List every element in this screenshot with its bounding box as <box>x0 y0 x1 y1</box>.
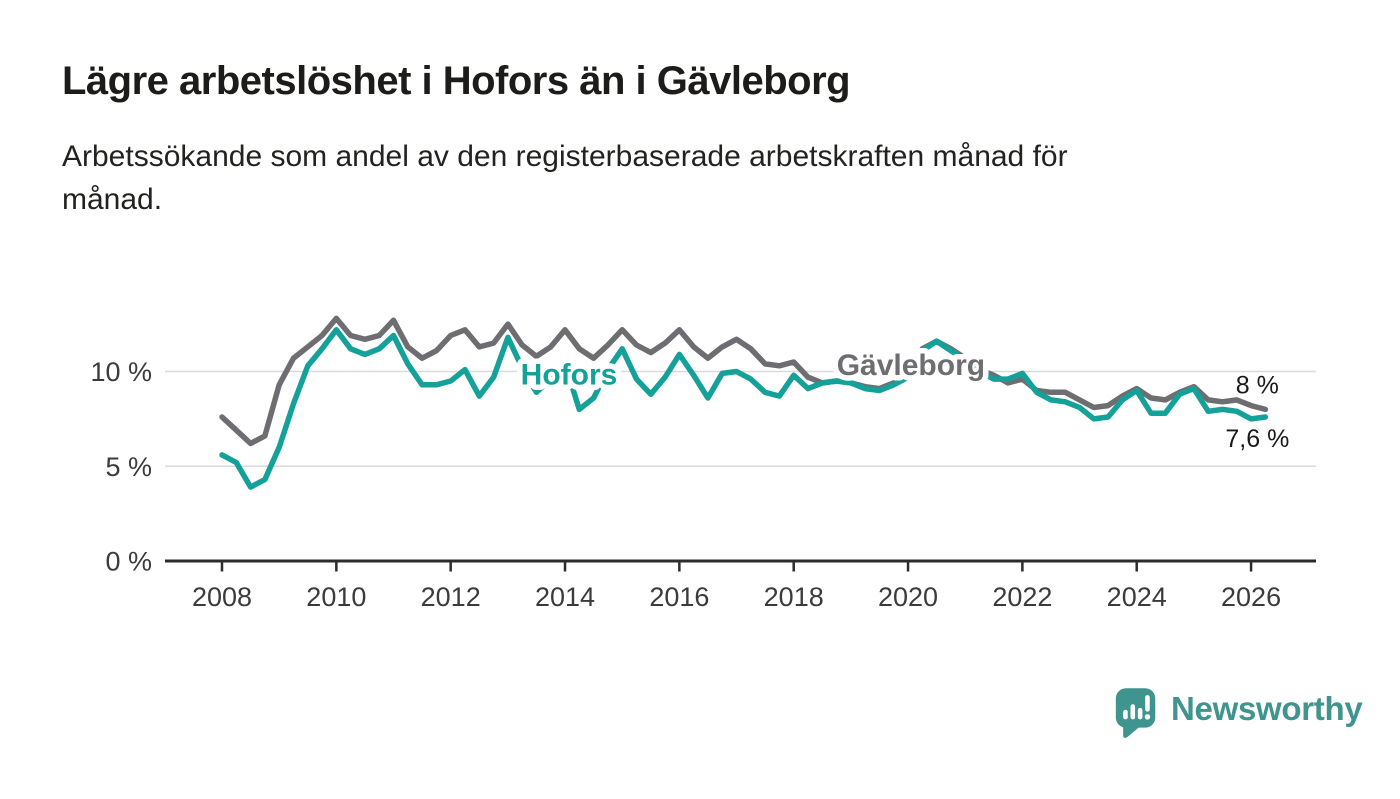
y-tick-label: 0 % <box>105 547 152 577</box>
x-tick-label: 2024 <box>1107 582 1167 612</box>
newsworthy-logo: Newsworthy <box>1114 686 1363 740</box>
brand-name: Newsworthy <box>1171 690 1363 727</box>
page-title: Lägre arbetslöshet i Hofors än i Gävlebo… <box>62 59 851 103</box>
x-tick-label: 2018 <box>764 582 824 612</box>
series-line-gävleborg <box>219 315 1269 447</box>
x-tick-label: 2020 <box>878 582 938 612</box>
series-label-gävleborg: Gävleborg <box>837 349 985 382</box>
bar-chart-glyph <box>1123 695 1151 720</box>
chart-header: Lägre arbetslöshet i Hofors än i Gävlebo… <box>62 58 1262 221</box>
newsworthy-logo-icon <box>1115 688 1156 738</box>
series-line-hofors <box>219 327 1269 490</box>
subtitle-line-2: månad. <box>62 182 163 216</box>
x-tick-label: 2016 <box>649 582 709 612</box>
y-tick-label: 5 % <box>105 452 152 482</box>
series-label-hofors: Hofors <box>521 358 618 391</box>
x-tick-label: 2012 <box>421 582 481 612</box>
chart-subtitle: Arbetssökande som andel av den registerb… <box>62 136 1262 221</box>
x-tick-label: 2014 <box>535 582 595 612</box>
x-tick-label: 2022 <box>992 582 1052 612</box>
x-tick-label: 2026 <box>1221 582 1281 612</box>
x-tick-label: 2010 <box>306 582 366 612</box>
end-value-label-hofors: 7,6 % <box>1225 425 1289 453</box>
y-tick-label: 10 % <box>90 357 152 387</box>
end-value-label-gävleborg: 8 % <box>1236 371 1279 399</box>
subtitle-line-1: Arbetssökande som andel av den registerb… <box>62 140 1068 173</box>
x-tick-label: 2008 <box>192 582 252 612</box>
